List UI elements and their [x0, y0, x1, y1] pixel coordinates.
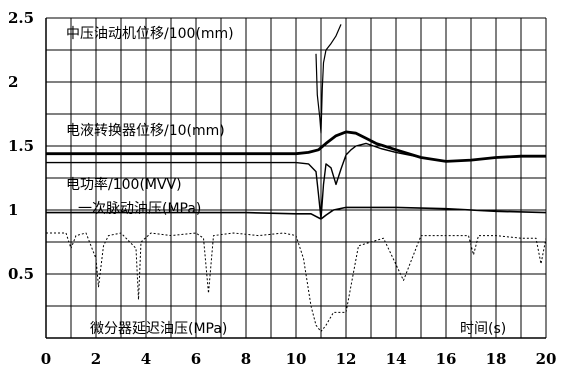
x-tick-label-10: 20: [536, 350, 557, 368]
x-tick-label-1: 2: [91, 350, 101, 368]
x-tick-label-9: 18: [486, 350, 507, 368]
y-tick-label-3: 2: [8, 73, 18, 91]
x-tick-label-0: 0: [41, 350, 51, 368]
series-line-3: [46, 206, 547, 220]
x-axis-label: 时间(s): [460, 321, 506, 337]
axes: 0 2 4 6 8 10 12 14 16 18 20 0.5 1 1.5 2 2.5: [8, 9, 556, 368]
x-tick-label-4: 8: [241, 350, 251, 368]
series-layer: [46, 24, 547, 333]
x-tick-label-5: 10: [286, 350, 307, 368]
series-line-4: [46, 232, 547, 333]
series-label-power: 电功率/100(MVV): [66, 176, 182, 193]
y-tick-label-2: 1.5: [8, 137, 34, 155]
y-tick-label-0: 0.5: [8, 265, 34, 283]
y-tick-label-1: 1: [8, 201, 18, 219]
y-tick-label-4: 2.5: [8, 9, 34, 27]
x-tick-label-3: 6: [191, 350, 201, 368]
series-label-diff-oil: 微分器延迟油压(MPa): [90, 321, 227, 337]
series-label-transducer: 电液转换器位移/10(mm): [66, 122, 225, 139]
x-tick-label-6: 12: [336, 350, 357, 368]
grid-lines: [45, 17, 547, 338]
series-line-0: [315, 24, 342, 134]
series-label-ip-servomotor: 中压油动机位移/100(mm): [66, 26, 234, 42]
x-tick-label-2: 4: [141, 350, 151, 368]
x-tick-label-8: 16: [436, 350, 457, 368]
series-line-2: [46, 142, 547, 220]
x-tick-label-7: 14: [386, 350, 407, 368]
series-label-pulse-oil: 一次脉动油压(MPa): [78, 201, 201, 217]
